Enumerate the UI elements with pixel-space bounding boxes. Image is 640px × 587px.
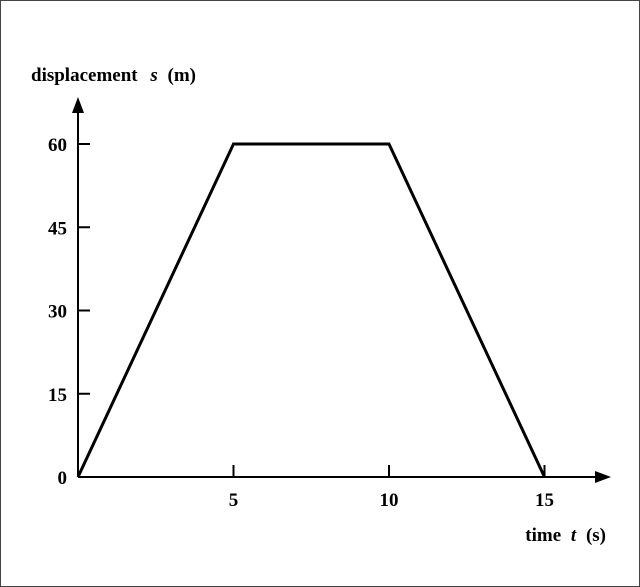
x-tick-label: 15 bbox=[535, 490, 554, 511]
series-line bbox=[76, 142, 546, 478]
origin-label: 0 bbox=[58, 468, 68, 489]
y-axis-arrow bbox=[72, 97, 84, 113]
y-tick-label: 15 bbox=[48, 385, 67, 406]
x-tick-label: 5 bbox=[229, 490, 239, 511]
x-axis-label-unit: (s) bbox=[586, 525, 606, 546]
y-tick-label: 60 bbox=[48, 135, 67, 156]
x-tick-label: 10 bbox=[380, 490, 399, 511]
x-axis-label-var: t bbox=[571, 525, 577, 546]
y-axis-label: displacement s (m) bbox=[31, 65, 196, 86]
y-axis-label-var: s bbox=[149, 65, 157, 86]
y-axis-label-text: displacement bbox=[31, 65, 138, 86]
x-axis-label: time t (s) bbox=[525, 525, 606, 546]
ticks: 5 10 15 15 30 45 60 bbox=[48, 135, 554, 511]
y-axis-label-unit: (m) bbox=[168, 65, 196, 86]
x-axis-arrow bbox=[595, 471, 611, 483]
x-axis-label-text: time bbox=[525, 525, 561, 546]
series bbox=[76, 142, 546, 478]
y-tick-label: 30 bbox=[48, 302, 67, 323]
y-tick-label: 45 bbox=[48, 218, 67, 239]
